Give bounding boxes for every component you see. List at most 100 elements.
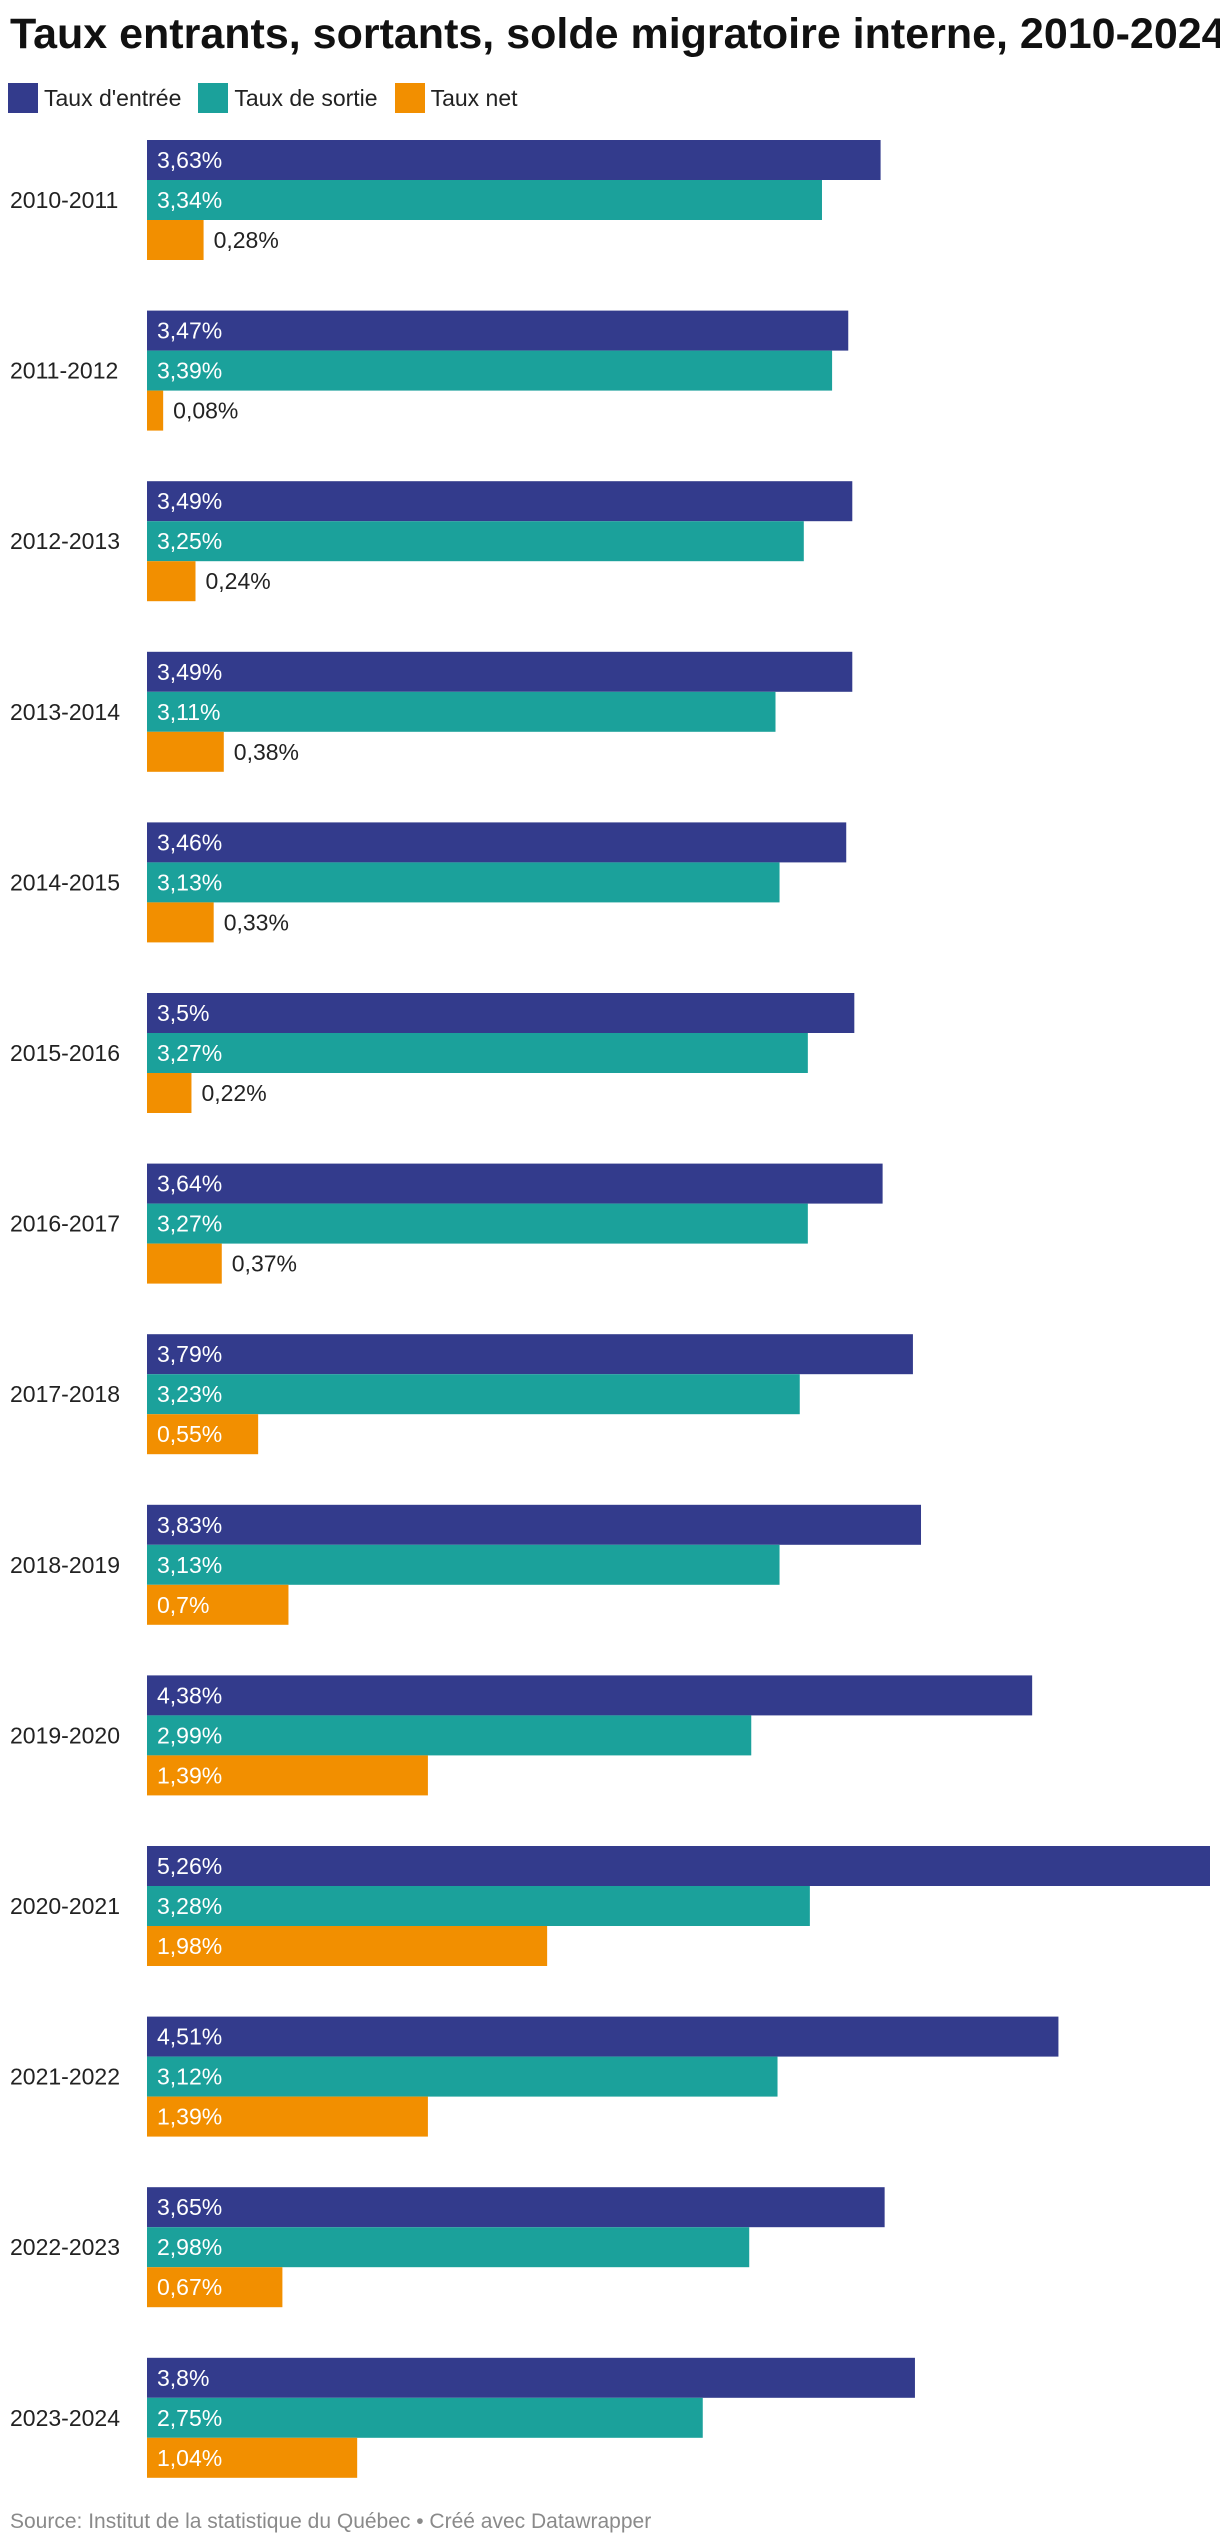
data-label-net: 0,24%: [206, 568, 271, 594]
data-label-sortie: 3,23%: [157, 1381, 222, 1407]
bar-sortie: [147, 2397, 703, 2438]
category-label: 2012-2013: [10, 528, 120, 554]
bar-net: [147, 220, 204, 260]
bar-entree: [147, 481, 853, 522]
bar-net: [147, 1926, 548, 1966]
bar-entree: [147, 1504, 922, 1545]
bar-entree: [147, 2187, 885, 2228]
bar-entree: [147, 1334, 913, 1375]
bar-net: [147, 1414, 259, 1455]
bar-net: [147, 1584, 289, 1625]
bar-sortie: [147, 1374, 800, 1415]
bar-group-2017-2018: 2017-2018 3,79% 3,23% 0,55%: [10, 1334, 913, 1455]
category-label: 2017-2018: [10, 1381, 120, 1407]
bar-entree: [147, 651, 853, 692]
data-label-entree: 3,8%: [157, 2365, 209, 2391]
data-label-entree: 3,83%: [157, 1512, 222, 1538]
bar-sortie: [147, 1033, 808, 1073]
legend-label-net: Taux net: [430, 84, 518, 111]
category-label: 2016-2017: [10, 1211, 120, 1237]
category-label: 2013-2014: [10, 699, 120, 725]
data-label-sortie: 2,75%: [157, 2405, 222, 2431]
bar-group-2021-2022: 2021-2022 4,51% 3,12% 1,39%: [10, 2016, 1059, 2137]
data-label-entree: 5,26%: [157, 1853, 222, 1879]
bar-net: [147, 2437, 358, 2478]
bar-group-2022-2023: 2022-2023 3,65% 2,98% 0,67%: [10, 2187, 885, 2308]
data-label-sortie: 3,34%: [157, 187, 222, 213]
bar-entree: [147, 2357, 915, 2398]
data-label-sortie: 3,25%: [157, 528, 222, 554]
bar-entree: [147, 310, 849, 351]
category-label: 2010-2011: [10, 187, 118, 213]
data-label-net: 0,22%: [201, 1080, 266, 1106]
chart-legend: Taux d'entrée Taux de sortie Taux net: [8, 83, 535, 113]
data-label-net: 0,55%: [157, 1421, 222, 1447]
bar-entree: [147, 1675, 1033, 1716]
bar-sortie: [147, 691, 776, 732]
bar-group-2010-2011: 2010-2011 3,63% 3,34% 0,28%: [10, 140, 881, 260]
data-label-entree: 3,64%: [157, 1171, 222, 1197]
data-label-net: 0,7%: [157, 1592, 209, 1618]
data-label-sortie: 3,28%: [157, 1893, 222, 1919]
data-label-entree: 3,46%: [157, 829, 222, 855]
bar-group-2013-2014: 2013-2014 3,49% 3,11% 0,38%: [10, 651, 853, 772]
data-label-entree: 3,49%: [157, 488, 222, 514]
data-label-sortie: 3,27%: [157, 1211, 222, 1237]
bar-group-2014-2015: 2014-2015 3,46% 3,13%0,33%: [10, 822, 847, 943]
category-label: 2023-2024: [10, 2405, 120, 2431]
bar-group-2023-2024: 2023-2024 3,8% 2,75% 1,04%: [10, 2357, 915, 2478]
bar-group-2012-2013: 2012-2013 3,49% 3,25% 0,24%: [10, 481, 853, 602]
data-label-net: 0,33%: [224, 909, 289, 935]
source-note: Source: Institut de la statistique du Qu…: [10, 2510, 652, 2533]
bar-sortie: [147, 1715, 752, 1756]
category-label: 2011-2012: [10, 358, 118, 384]
bar-entree: [147, 1163, 883, 1204]
legend-label-sortie: Taux de sortie: [234, 84, 378, 111]
data-label-net: 1,39%: [157, 1762, 222, 1788]
bar-group-2015-2016: 2015-2016 3,5% 3,27% 0,22%: [10, 993, 855, 1113]
data-label-net: 1,98%: [157, 1933, 222, 1959]
bar-sortie: [147, 862, 780, 903]
data-label-sortie: 3,13%: [157, 1552, 222, 1578]
bar-group-2018-2019: 2018-2019 3,83% 3,13% 0,7%: [10, 1504, 922, 1625]
data-label-net: 0,67%: [157, 2274, 222, 2300]
data-label-sortie: 3,13%: [157, 869, 222, 895]
bar-net: [147, 390, 164, 431]
data-label-net: 0,08%: [173, 398, 238, 424]
data-label-net: 0,37%: [232, 1251, 297, 1277]
bar-net: [147, 561, 196, 602]
data-label-net: 0,38%: [234, 739, 299, 765]
bar-net: [147, 1755, 428, 1796]
legend-item-sortie: Taux de sortie: [198, 83, 378, 113]
bar-entree: [147, 822, 847, 863]
legend-swatch-sortie: [198, 83, 229, 113]
data-label-sortie: 3,11%: [157, 699, 221, 725]
data-label-sortie: 3,12%: [157, 2064, 222, 2090]
bar-group-2020-2021: 2020-2021 5,26% 3,28% 1,98%: [10, 1846, 1210, 1966]
data-label-entree: 3,79%: [157, 1341, 222, 1367]
bar-net: [147, 2096, 428, 2137]
bar-net: [147, 2267, 283, 2308]
category-label: 2020-2021: [10, 1893, 120, 1919]
data-label-sortie: 3,39%: [157, 358, 222, 384]
bar-sortie: [147, 521, 804, 562]
bar-sortie: [147, 2056, 778, 2097]
data-label-entree: 3,49%: [157, 659, 222, 685]
chart-title: Taux entrants, sortants, solde migratoir…: [10, 10, 1220, 58]
category-label: 2018-2019: [10, 1552, 120, 1578]
legend-item-entree: Taux d'entrée: [8, 83, 181, 113]
data-label-net: 0,28%: [214, 227, 279, 253]
data-label-sortie: 2,98%: [157, 2234, 222, 2260]
bar-sortie: [147, 180, 822, 220]
bar-net: [147, 1073, 192, 1113]
data-label-entree: 4,38%: [157, 1682, 222, 1708]
bar-entree: [147, 993, 855, 1033]
data-label-sortie: 3,27%: [157, 1040, 222, 1066]
bar-sortie: [147, 1886, 810, 1926]
data-label-net: 1,39%: [157, 2104, 222, 2130]
bar-net: [147, 902, 214, 943]
data-label-entree: 3,63%: [157, 147, 222, 173]
bar-group-2011-2012: 2011-2012 3,47% 3,39% 0,08%: [10, 310, 849, 431]
bar-entree: [147, 1846, 1210, 1886]
